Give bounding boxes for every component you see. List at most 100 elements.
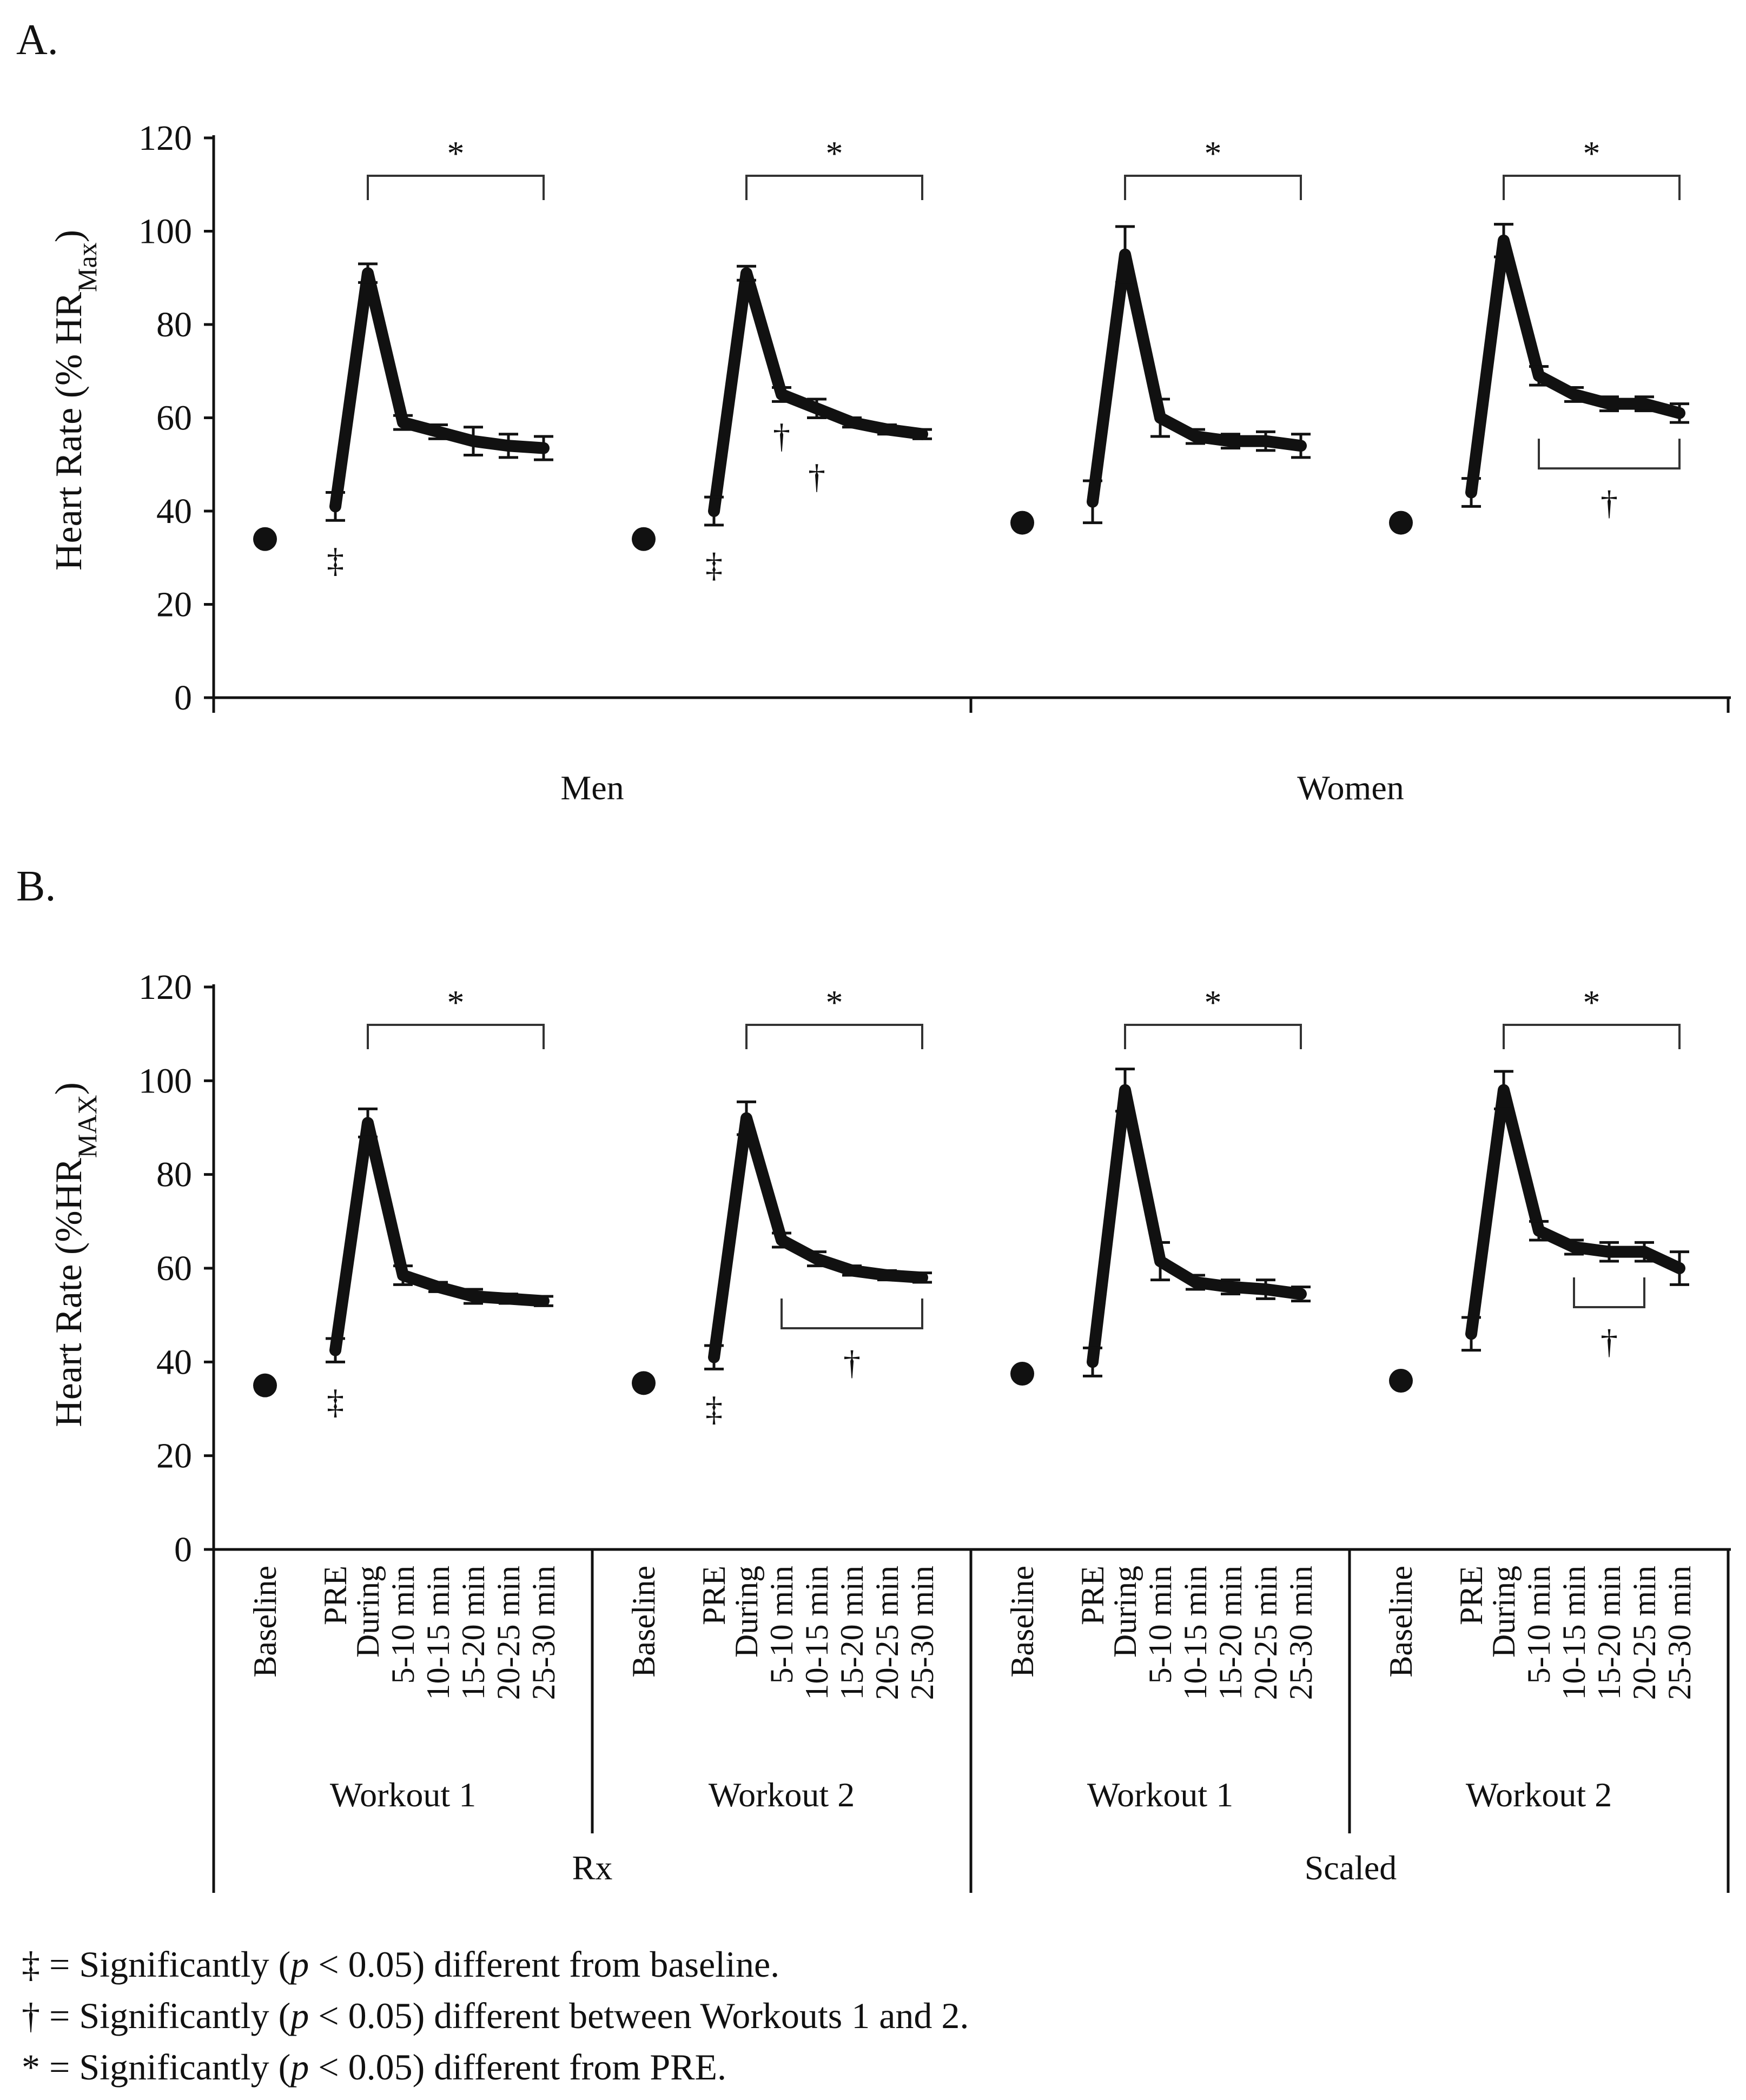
category-label: 10-15 min (1178, 1566, 1213, 1700)
category-label: 20-25 min (869, 1566, 905, 1700)
scaled-workout-2-pre-bracket (1503, 1024, 1681, 1049)
men-workout-2-pre-marker: * (826, 134, 843, 173)
legend: ‡ = Significantly (p < 0.05) different f… (22, 1944, 969, 2088)
men-workout-1-pre-bracket (367, 175, 545, 200)
panel-b-y-tick-label: 0 (174, 1530, 192, 1569)
rx-workout-2-workout-bracket (781, 1299, 923, 1329)
category-label: Baseline (1004, 1566, 1040, 1678)
category-label: 20-25 min (491, 1566, 526, 1700)
scaled-workout-2-workout-bracket (1573, 1277, 1645, 1308)
category-label: Baseline (626, 1566, 662, 1678)
men-workout-2-workout-marker: † (773, 416, 790, 455)
category-label: PRE (318, 1566, 353, 1625)
legend-item-workouts: † = Significantly (p < 0.05) different b… (22, 1995, 969, 2036)
panel-a-y-tick-label: 40 (156, 492, 192, 531)
women-workout-2-workout-bracket (1538, 439, 1681, 470)
category-label: 10-15 min (420, 1566, 456, 1700)
rx-workout-1-series-line (329, 1117, 550, 1356)
subgroup-label-scaled-workout-1: Workout 1 (1087, 1776, 1233, 1814)
panel-a-y-tick-label: 100 (138, 212, 192, 251)
men-workout-2-pre-bracket (745, 175, 923, 200)
group-label-rx: Rx (572, 1849, 613, 1887)
men-workout-1-baseline-point (253, 527, 277, 551)
panel-b-y-tick-label: 20 (156, 1436, 192, 1476)
rx-workout-1-baseline-marker: ‡ (327, 1382, 344, 1421)
women-workout-2-workout-marker: † (1600, 483, 1618, 522)
men-workout-2-baseline-marker: ‡ (705, 546, 723, 584)
category-label: 25-30 min (526, 1566, 561, 1700)
category-label: 10-15 min (1556, 1566, 1592, 1700)
category-label: 20-25 min (1248, 1566, 1284, 1700)
men-workout-1-baseline-marker: ‡ (327, 541, 344, 579)
category-label: PRE (696, 1566, 732, 1625)
category-label: 15-20 min (1213, 1566, 1248, 1700)
panel-b-y-tick-label: 40 (156, 1342, 192, 1382)
rx-workout-2-baseline-marker: ‡ (705, 1389, 723, 1428)
panel-a-label: A. (16, 16, 58, 64)
category-label: 25-30 min (904, 1566, 940, 1700)
panel-a: A. Heart Rate (% HRMax) Men Women (16, 16, 1404, 807)
scaled-workout-1-baseline-point (1010, 1362, 1034, 1386)
women-workout-2-pre-marker: * (1583, 134, 1600, 173)
category-label: 10-15 min (799, 1566, 835, 1700)
men-workout-2-workout-marker: † (808, 458, 825, 496)
panel-b-y-tick-label: 80 (156, 1155, 192, 1195)
scaled-workout-1-pre-bracket (1124, 1024, 1302, 1049)
subgroup-label-scaled-workout-2: Workout 2 (1466, 1776, 1612, 1814)
scaled-workout-2-workout-marker: † (1600, 1322, 1618, 1361)
category-label: 5-10 min (385, 1566, 421, 1684)
category-label: 5-10 min (1142, 1566, 1178, 1684)
category-label: 5-10 min (764, 1566, 799, 1684)
panel-b-y-axis-title: Heart Rate (%HRMAX) (48, 1082, 102, 1427)
men-workout-2-baseline-point (632, 527, 656, 551)
women-workout-1-pre-marker: * (1205, 134, 1222, 173)
panel-a-y-tick-label: 80 (156, 305, 192, 345)
panel-a-y-tick-label: 120 (138, 118, 192, 158)
scaled-workout-1-pre-marker: * (1205, 983, 1222, 1022)
women-workout-2-baseline-point (1389, 511, 1413, 535)
category-label: During (1486, 1566, 1522, 1658)
panel-b-y-tick-label: 60 (156, 1249, 192, 1288)
rx-workout-2-series-line (708, 1112, 928, 1363)
scaled-workout-2-baseline-point (1389, 1369, 1413, 1393)
rx-workout-2-baseline-point (632, 1371, 656, 1395)
panel-a-y-tick-label: 20 (156, 585, 192, 625)
men-workout-1-pre-marker: * (447, 134, 465, 173)
subgroup-label-rx-workout-1: Workout 1 (330, 1776, 476, 1814)
category-label: PRE (1075, 1566, 1110, 1625)
group-label-women: Women (1297, 769, 1404, 807)
category-label: Baseline (1383, 1566, 1419, 1678)
scaled-workout-1-series-line (1087, 1084, 1307, 1368)
legend-item-pre: * = Significantly (p < 0.05) different f… (22, 2046, 726, 2088)
rx-workout-1-baseline-point (253, 1373, 277, 1397)
panel-a-y-tick-label: 0 (174, 678, 192, 718)
scaled-workout-2-series-line (1465, 1084, 1685, 1340)
category-label: 25-30 min (1662, 1566, 1697, 1700)
rx-workout-1-pre-marker: * (447, 983, 465, 1022)
category-label: During (350, 1566, 386, 1658)
category-label: PRE (1453, 1566, 1489, 1625)
group-label-scaled: Scaled (1305, 1849, 1397, 1887)
category-label: Baseline (247, 1566, 283, 1678)
rx-workout-2-pre-bracket (745, 1024, 923, 1049)
panel-b-y-tick-label: 100 (138, 1061, 192, 1101)
category-label: During (729, 1566, 764, 1658)
category-label: 15-20 min (1591, 1566, 1627, 1700)
subgroup-label-rx-workout-2: Workout 2 (709, 1776, 855, 1814)
women-workout-1-series-line (1087, 248, 1307, 508)
legend-item-baseline: ‡ = Significantly (p < 0.05) different f… (22, 1944, 779, 1985)
category-label: 15-20 min (834, 1566, 870, 1700)
panel-a-y-axis-title: Heart Rate (% HRMax) (48, 230, 102, 571)
women-workout-2-series-line (1465, 234, 1685, 499)
category-label: 20-25 min (1626, 1566, 1662, 1700)
rx-workout-2-pre-marker: * (826, 983, 843, 1022)
women-workout-1-pre-bracket (1124, 175, 1302, 200)
rx-workout-1-pre-bracket (367, 1024, 545, 1049)
category-label: During (1107, 1566, 1143, 1658)
group-label-men: Men (560, 769, 624, 807)
category-label: 25-30 min (1283, 1566, 1319, 1700)
panel-a-y-tick-label: 60 (156, 399, 192, 438)
panel-b: B. Heart Rate (%HRMAX) Workout 1 Workout… (16, 863, 1612, 1887)
category-label: 5-10 min (1521, 1566, 1557, 1684)
scaled-workout-2-pre-marker: * (1583, 983, 1600, 1022)
